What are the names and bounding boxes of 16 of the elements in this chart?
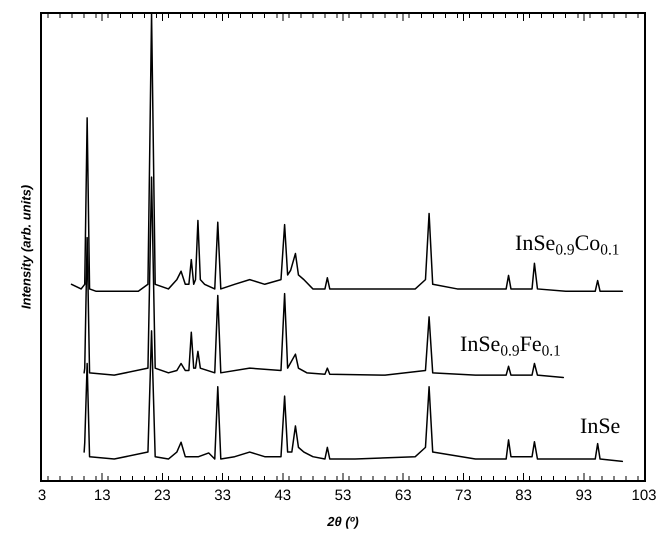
x-tick-label: 23: [154, 487, 171, 504]
x-tick-label: 13: [94, 487, 111, 504]
x-tick-label: 53: [334, 487, 352, 504]
y-axis-title: Intensity (arb. units): [18, 184, 34, 310]
x-tick-label: 3: [38, 487, 46, 504]
x-tick-label: 103: [631, 487, 657, 504]
x-tick-label: 63: [394, 487, 412, 504]
x-tick-label: 83: [515, 487, 532, 504]
x-tick-label: 73: [455, 487, 472, 504]
x-tick-label: 93: [575, 487, 592, 504]
x-tick-label: 43: [274, 487, 292, 504]
x-axis-title: 2θ (º): [326, 514, 359, 530]
series-label: InSe$_{0.9}$Co$_{0.1}$: [515, 230, 620, 259]
series-label: InSe$_{0.9}$Fe$_{0.1}$: [460, 331, 561, 360]
x-tick-label: 33: [214, 487, 231, 504]
series-label: InSe: [580, 413, 620, 438]
